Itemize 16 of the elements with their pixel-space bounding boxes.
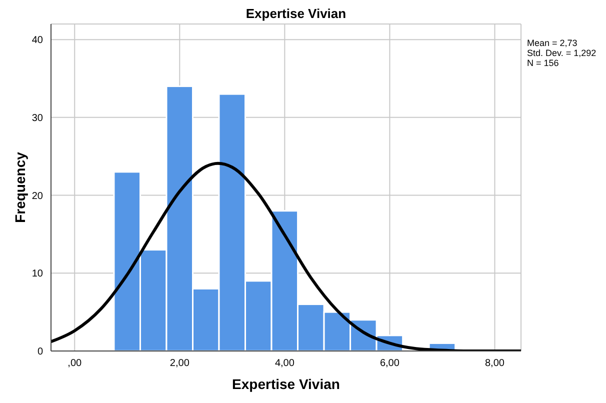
y-tick-label: 10 [32, 268, 44, 280]
y-axis-title: Frequency [12, 152, 28, 223]
x-tick-label: 2,00 [170, 358, 190, 370]
x-tick-label: ,00 [68, 358, 82, 370]
x-axis-title: Expertise Vivian [232, 376, 340, 392]
x-tick-label: 6,00 [380, 358, 400, 370]
y-tick-label: 0 [37, 346, 44, 358]
text: N = 156 [527, 58, 560, 68]
text: Mean = 2,73 [527, 38, 578, 48]
y-tick-label: 30 [32, 112, 44, 124]
y-tick-label: 20 [32, 190, 44, 202]
x-tick-label: 4,00 [274, 358, 295, 370]
y-tick-label: 40 [32, 35, 44, 46]
text: Std. Dev. = 1,292 [527, 48, 596, 58]
chart-title: Expertise Vivian [244, 6, 348, 21]
x-tick-label: 8,00 [485, 358, 505, 370]
